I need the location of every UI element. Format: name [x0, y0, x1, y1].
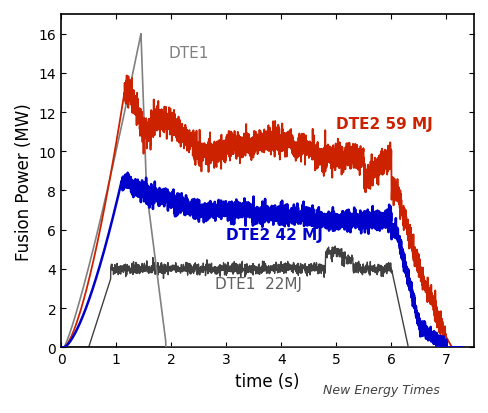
X-axis label: time (s): time (s) [235, 372, 299, 390]
Text: New Energy Times: New Energy Times [323, 384, 439, 396]
Text: DTE2 42 MJ: DTE2 42 MJ [226, 228, 323, 243]
Y-axis label: Fusion Power (MW): Fusion Power (MW) [15, 102, 33, 260]
Text: DTE1: DTE1 [168, 46, 208, 61]
Text: DTE1  22MJ: DTE1 22MJ [215, 277, 302, 292]
Text: DTE2 59 MJ: DTE2 59 MJ [336, 116, 432, 131]
